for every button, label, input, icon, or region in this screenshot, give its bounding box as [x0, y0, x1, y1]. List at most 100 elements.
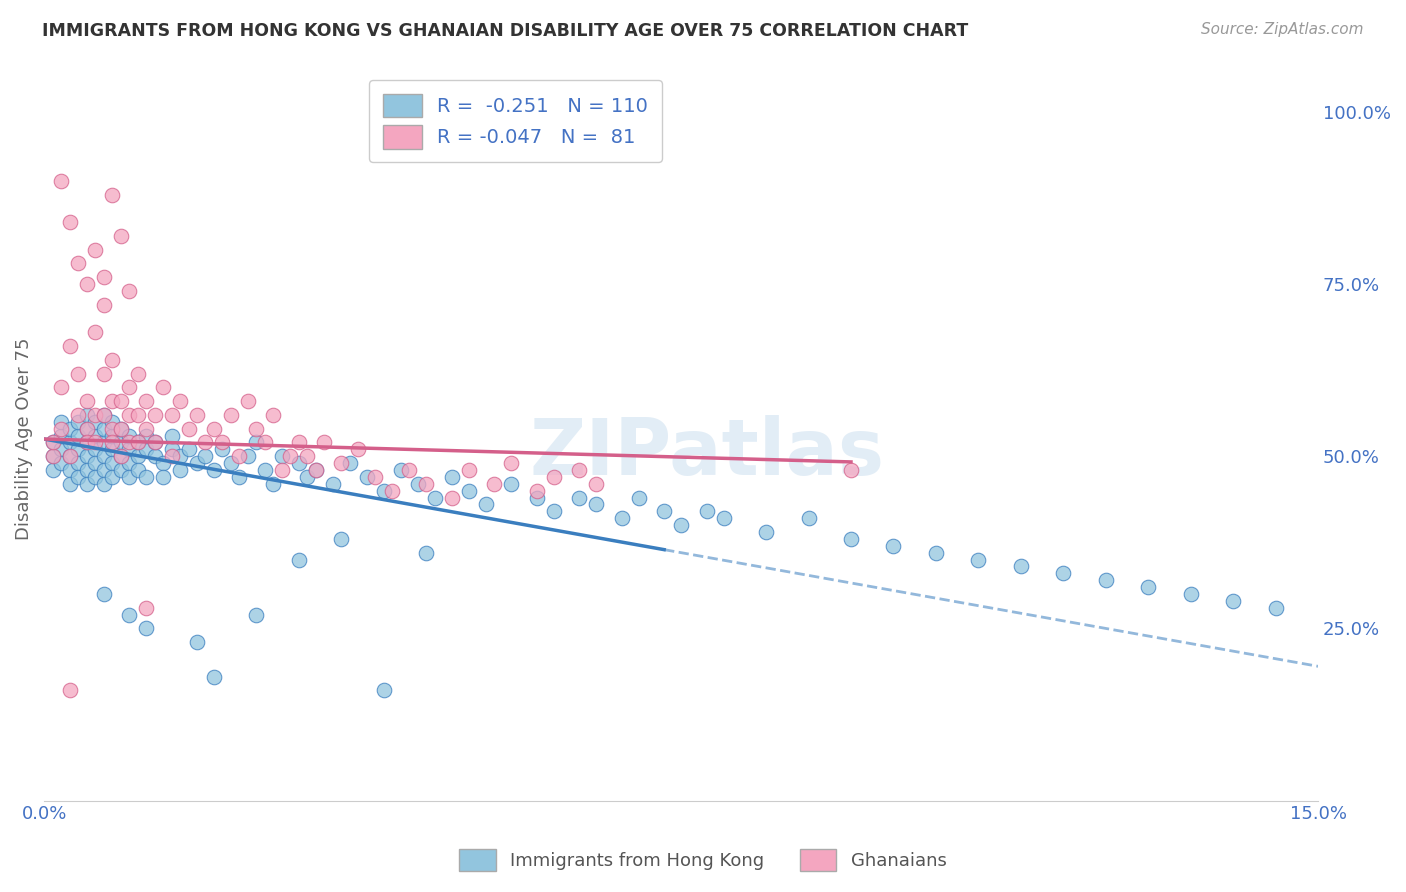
Point	[84, 470, 107, 484]
Point	[280, 449, 302, 463]
Point	[135, 470, 157, 484]
Point	[1180, 587, 1202, 601]
Point	[457, 483, 479, 498]
Point	[93, 449, 115, 463]
Point	[202, 422, 225, 436]
Legend: Immigrants from Hong Kong, Ghanaians: Immigrants from Hong Kong, Ghanaians	[453, 842, 953, 879]
Point	[245, 422, 267, 436]
Point	[389, 463, 412, 477]
Point	[143, 435, 166, 450]
Point	[135, 428, 157, 442]
Point	[160, 449, 183, 463]
Point	[696, 504, 718, 518]
Point	[202, 670, 225, 684]
Point	[925, 546, 948, 560]
Point	[135, 422, 157, 436]
Point	[93, 270, 115, 285]
Point	[652, 504, 675, 518]
Point	[49, 174, 72, 188]
Point	[882, 539, 904, 553]
Point	[271, 449, 294, 463]
Point	[67, 408, 90, 422]
Text: Source: ZipAtlas.com: Source: ZipAtlas.com	[1201, 22, 1364, 37]
Point	[143, 449, 166, 463]
Point	[1010, 559, 1032, 574]
Point	[93, 435, 115, 450]
Point	[118, 408, 141, 422]
Point	[1222, 594, 1244, 608]
Point	[58, 435, 80, 450]
Point	[101, 442, 124, 457]
Point	[93, 408, 115, 422]
Point	[41, 435, 63, 450]
Point	[67, 415, 90, 429]
Point	[58, 449, 80, 463]
Point	[110, 394, 132, 409]
Point	[93, 422, 115, 436]
Point	[501, 476, 523, 491]
Point	[93, 298, 115, 312]
Point	[101, 456, 124, 470]
Point	[202, 463, 225, 477]
Point	[271, 463, 294, 477]
Point	[440, 470, 463, 484]
Point	[49, 442, 72, 457]
Point	[669, 518, 692, 533]
Point	[118, 442, 141, 457]
Point	[41, 463, 63, 477]
Point	[347, 442, 370, 457]
Point	[135, 442, 157, 457]
Point	[713, 511, 735, 525]
Point	[101, 394, 124, 409]
Point	[93, 408, 115, 422]
Point	[41, 435, 63, 450]
Point	[381, 483, 404, 498]
Point	[110, 228, 132, 243]
Point	[93, 476, 115, 491]
Point	[194, 449, 217, 463]
Point	[49, 456, 72, 470]
Point	[373, 483, 395, 498]
Point	[41, 449, 63, 463]
Point	[84, 243, 107, 257]
Point	[110, 435, 132, 450]
Point	[58, 339, 80, 353]
Point	[288, 435, 311, 450]
Point	[84, 428, 107, 442]
Point	[1137, 580, 1160, 594]
Point	[186, 408, 208, 422]
Text: IMMIGRANTS FROM HONG KONG VS GHANAIAN DISABILITY AGE OVER 75 CORRELATION CHART: IMMIGRANTS FROM HONG KONG VS GHANAIAN DI…	[42, 22, 969, 40]
Point	[49, 415, 72, 429]
Point	[330, 456, 353, 470]
Point	[118, 470, 141, 484]
Point	[84, 326, 107, 340]
Point	[219, 456, 242, 470]
Point	[127, 408, 149, 422]
Point	[169, 463, 191, 477]
Point	[253, 435, 276, 450]
Point	[543, 470, 565, 484]
Point	[58, 449, 80, 463]
Point	[49, 422, 72, 436]
Point	[152, 380, 174, 394]
Point	[118, 456, 141, 470]
Point	[135, 394, 157, 409]
Point	[356, 470, 378, 484]
Point	[110, 449, 132, 463]
Point	[1094, 573, 1116, 587]
Point	[253, 463, 276, 477]
Point	[110, 463, 132, 477]
Point	[127, 449, 149, 463]
Point	[67, 456, 90, 470]
Point	[67, 367, 90, 381]
Point	[76, 476, 98, 491]
Point	[526, 483, 548, 498]
Point	[152, 456, 174, 470]
Point	[84, 408, 107, 422]
Point	[49, 380, 72, 394]
Point	[228, 449, 250, 463]
Point	[1052, 566, 1074, 581]
Point	[110, 422, 132, 436]
Point	[160, 428, 183, 442]
Point	[58, 215, 80, 229]
